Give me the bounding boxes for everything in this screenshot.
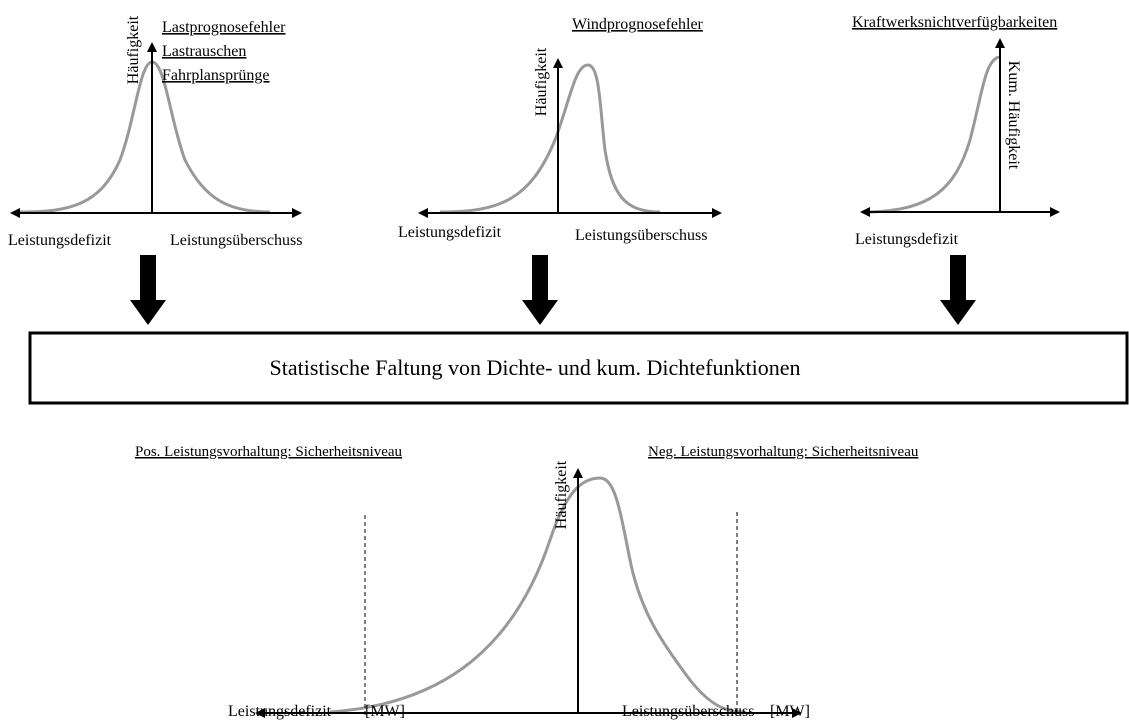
title: Fahrplansprünge	[162, 67, 270, 84]
panel-result: Pos. Leistungsvorhaltung: Sicherheitsniv…	[135, 444, 919, 720]
x-label: Leistungsdefizit	[8, 232, 112, 249]
x-unit: [MW]	[365, 703, 405, 720]
y-label: Kum. Häufigkeit	[1005, 61, 1022, 170]
curve	[329, 476, 746, 714]
title: Lastprognosefehler	[162, 19, 286, 36]
curve	[19, 60, 271, 214]
x-label: Leistungsdefizit	[228, 703, 332, 720]
x-label: Leistungsüberschuss	[622, 703, 754, 720]
down-arrow	[522, 255, 558, 325]
y-label: Häufigkeit	[533, 47, 550, 116]
x-label: Leistungsüberschuss	[575, 227, 707, 244]
process-box	[28, 331, 1129, 405]
curve	[439, 63, 661, 214]
title: Pos. Leistungsvorhaltung: Sicherheitsniv…	[135, 444, 403, 460]
curve	[869, 55, 1001, 214]
title: Windprognosefehler	[572, 16, 704, 33]
panel-wind: Windprognosefehler Häufigkeit Leistungsd…	[398, 16, 722, 244]
process-label: Statistische Faltung von Dichte- und kum…	[270, 355, 801, 380]
x-label: Leistungsdefizit	[855, 231, 959, 248]
panel-plants: Kraftwerksnichtverfügbarkeiten Kum. Häuf…	[852, 14, 1060, 248]
title: Neg. Leistungsvorhaltung: Sicherheitsniv…	[648, 444, 919, 460]
x-label: Leistungsüberschuss	[170, 232, 302, 249]
title: Lastrauschen	[162, 43, 246, 60]
down-arrow	[940, 255, 976, 325]
y-label: Häufigkeit	[125, 15, 142, 84]
x-label: Leistungsdefizit	[398, 224, 502, 241]
x-unit: [MW]	[770, 703, 810, 720]
title: Kraftwerksnichtverfügbarkeiten	[852, 14, 1057, 31]
y-label: Häufigkeit	[553, 460, 570, 529]
down-arrow	[130, 255, 166, 325]
panel-load: Lastprognosefehler Lastrauschen Fahrplan…	[8, 15, 302, 249]
